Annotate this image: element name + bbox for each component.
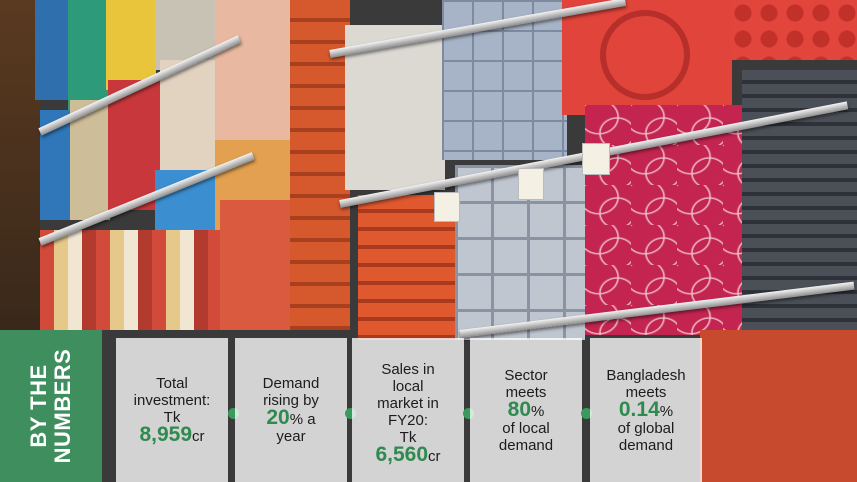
stat-text: of local	[502, 419, 550, 437]
stat-text: investment:	[133, 392, 211, 409]
stat-text: Total	[156, 375, 188, 392]
price-tag	[518, 168, 544, 200]
stat-text: meets	[505, 383, 547, 401]
separator-dot	[345, 408, 356, 419]
stat-demand-rising: Demand rising by 20% a year	[235, 338, 347, 482]
stat-text: local	[392, 378, 424, 395]
stat-text: Sales in	[381, 361, 435, 378]
tile-beige	[70, 100, 110, 220]
tile-terracotta	[220, 200, 290, 330]
stat-number: 80	[507, 397, 531, 421]
tile-peach	[215, 0, 290, 140]
tile-blue-top	[35, 0, 70, 100]
stat-text: Demand	[262, 375, 320, 392]
stat-unit: %	[659, 402, 674, 420]
tile-yellow	[106, 0, 156, 90]
stat-number: 8,959	[139, 423, 193, 446]
stat-text: Bangladesh	[606, 366, 686, 384]
separator-dot	[228, 408, 239, 419]
stat-text: Tk	[399, 429, 417, 446]
stat-text: FY20:	[387, 412, 429, 429]
stat-text: Tk	[163, 409, 181, 426]
price-tag	[582, 143, 610, 175]
stat-unit: cr	[192, 428, 205, 445]
stat-text: market in	[377, 395, 439, 412]
stat-unit: %	[531, 402, 545, 420]
tile-red-left	[108, 80, 160, 210]
stat-unit: cr	[428, 448, 441, 465]
stat-number: 0.14	[618, 397, 660, 421]
label-line-1: BY THE	[26, 364, 51, 448]
separator-dot	[581, 408, 592, 419]
price-tag	[434, 192, 460, 222]
tile-speckled	[345, 25, 445, 190]
stat-number: 6,560	[375, 443, 429, 466]
stat-local-sales: Sales in local market in FY20: Tk 6,560c…	[352, 338, 464, 482]
stat-text: rising by	[263, 392, 319, 409]
stat-unit: % a	[289, 411, 316, 428]
by-the-numbers-label: BY THE NUMBERS	[0, 330, 102, 482]
stat-number: 20	[266, 406, 290, 429]
separator-dot	[463, 408, 474, 419]
stat-total-investment: Total investment: Tk 8,959cr	[116, 338, 228, 482]
stat-text: Sector	[504, 366, 548, 384]
tile-stripes	[40, 230, 220, 330]
tile-circle-pattern	[600, 10, 690, 100]
stat-text: demand	[618, 436, 674, 454]
stat-text: year	[276, 428, 306, 445]
label-line-2: NUMBERS	[50, 348, 75, 464]
stat-sector-meets: Sector meets 80% of local demand	[470, 338, 582, 482]
stat-text: meets	[625, 383, 667, 401]
stat-bangladesh-meets: Bangladesh meets 0.14% of global demand	[590, 338, 702, 482]
tile-teal	[68, 0, 108, 110]
tile-lower-right	[700, 330, 857, 482]
tile-red-dots	[730, 0, 857, 60]
stat-text: of global	[617, 419, 675, 437]
stat-text: demand	[498, 436, 554, 454]
